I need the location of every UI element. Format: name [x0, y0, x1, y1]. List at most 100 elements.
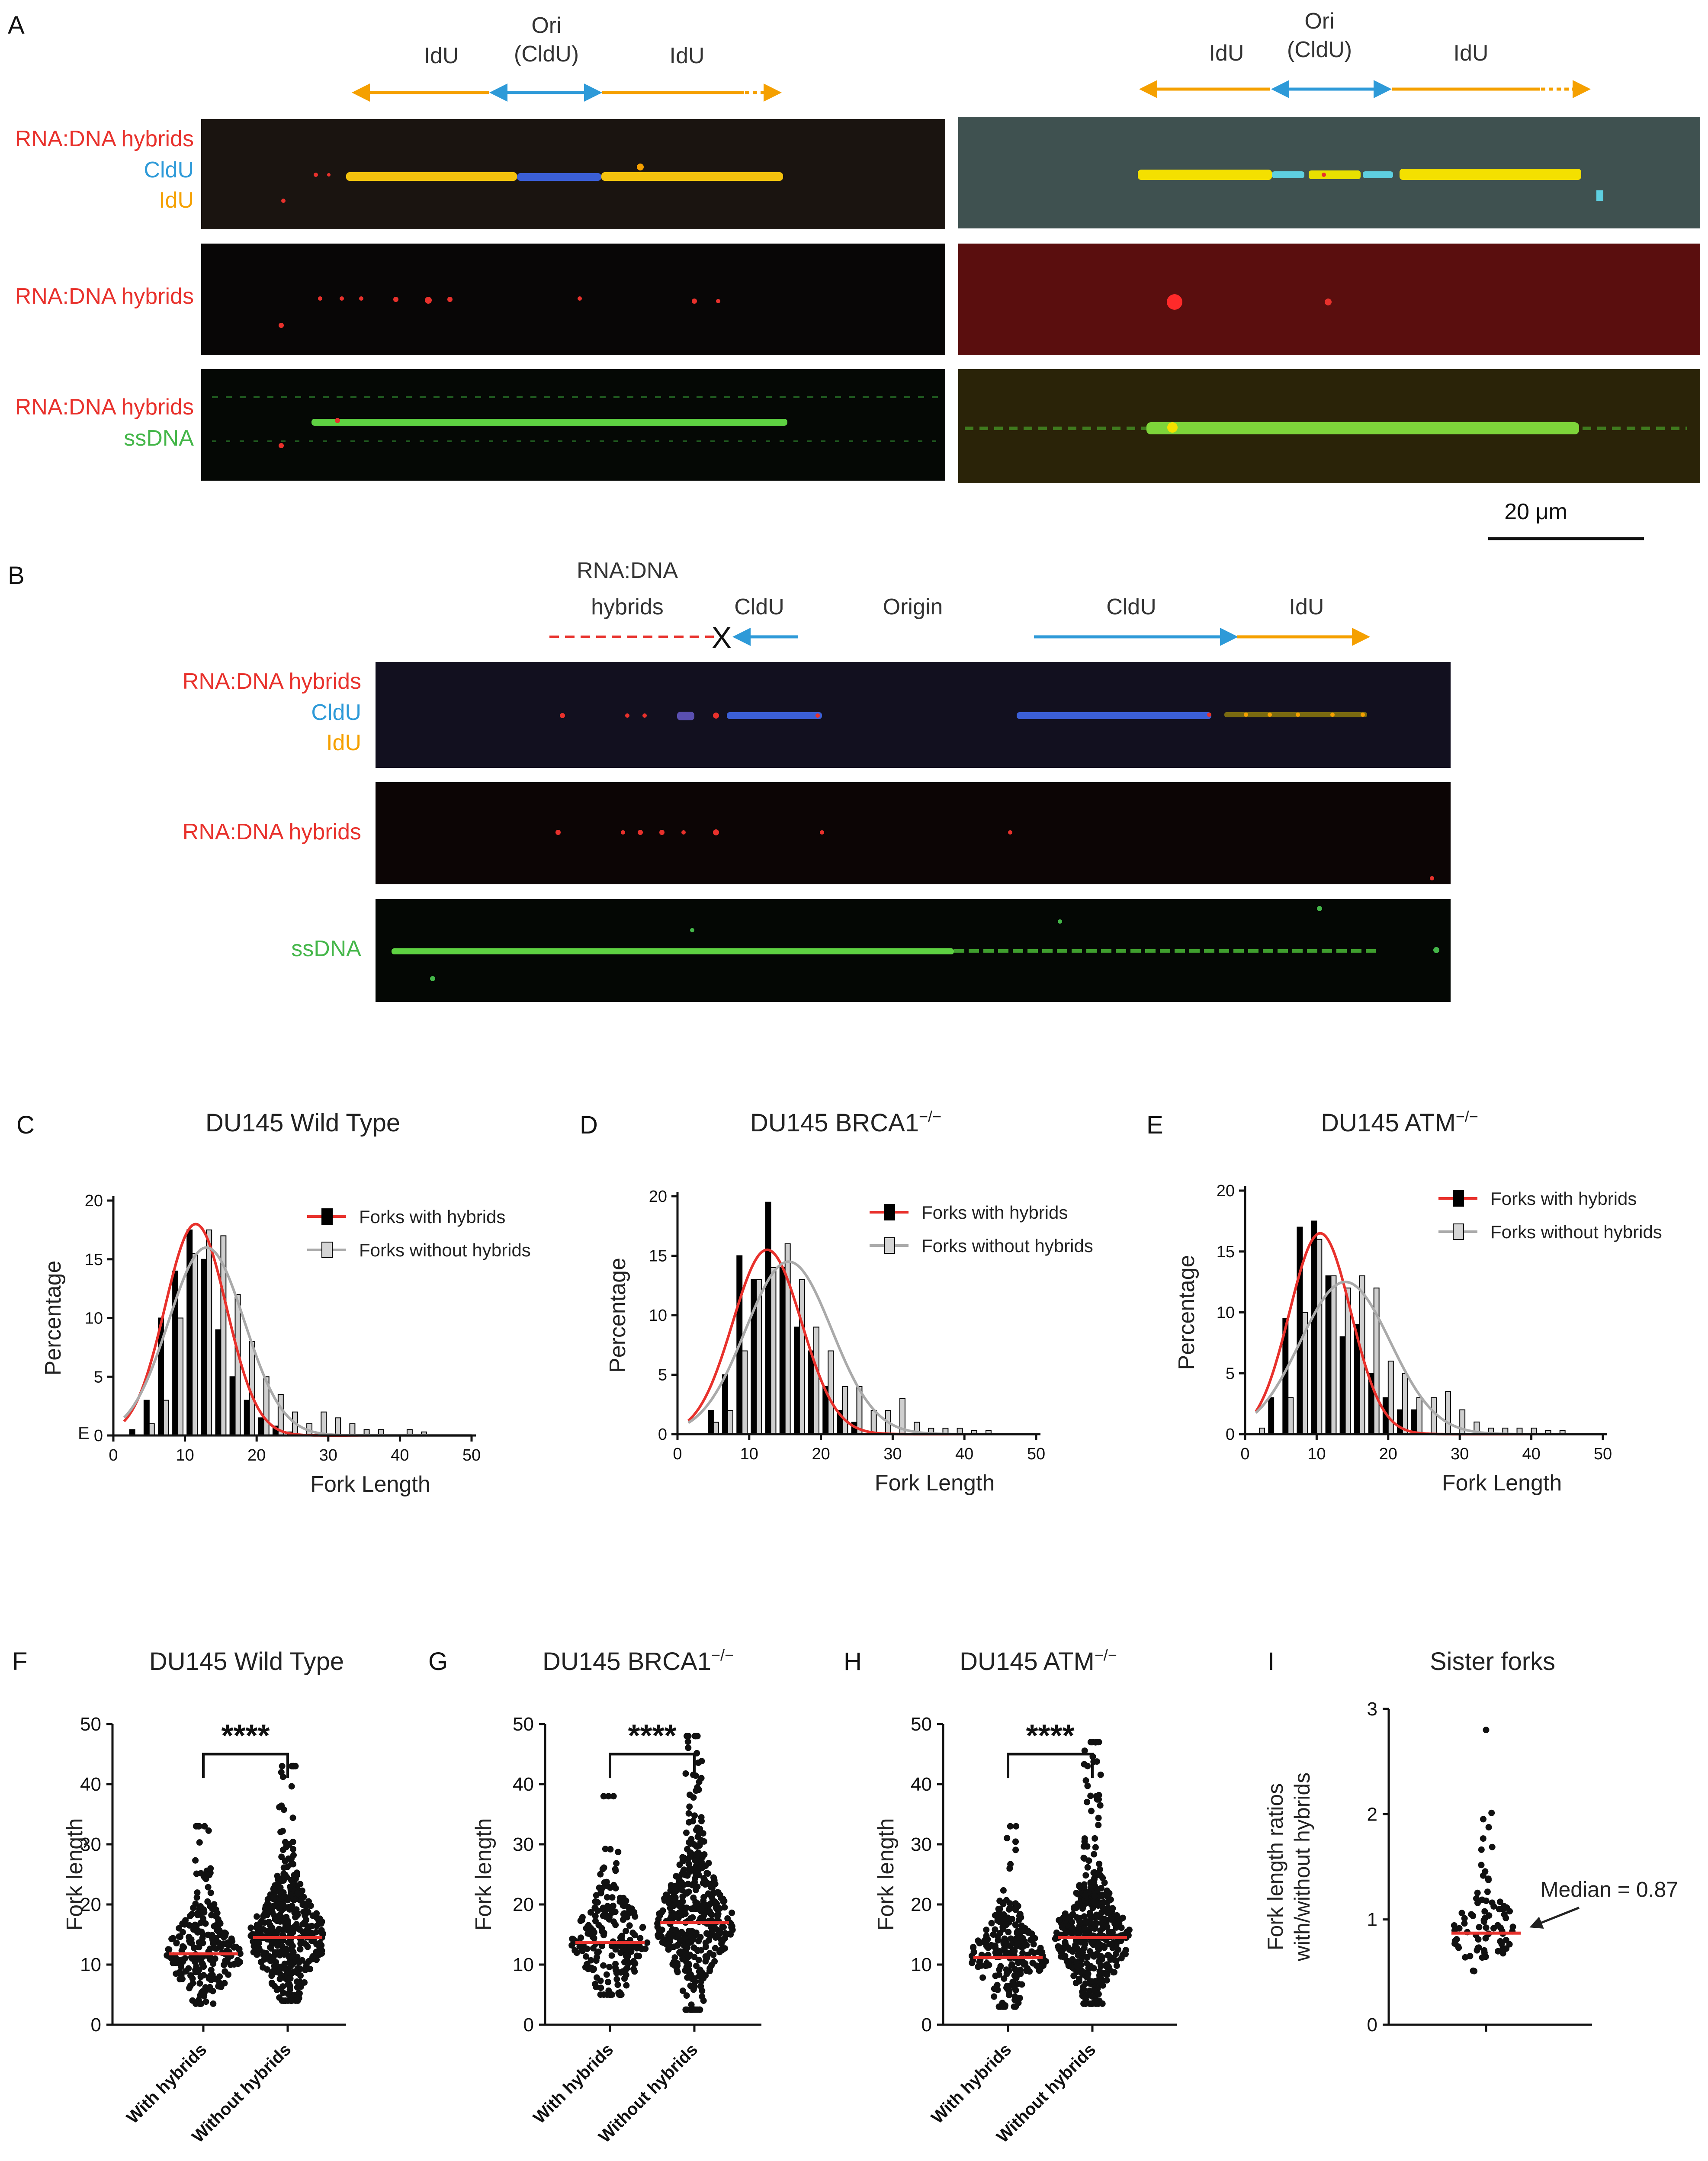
- data-point: [1004, 1835, 1011, 1842]
- data-point: [292, 1907, 299, 1914]
- data-point: [1095, 1814, 1102, 1821]
- chart-title: DU145 BRCA1−/−: [543, 1646, 734, 1676]
- label-cldu: (CldU): [1287, 37, 1352, 62]
- x-axis-label: Fork Length: [875, 1471, 995, 1496]
- label-cldu: CldU: [1106, 594, 1156, 620]
- legend-swatch: [321, 1208, 333, 1225]
- data-point: [279, 1877, 286, 1884]
- data-point: [231, 1944, 238, 1951]
- data-point: [1461, 1915, 1468, 1922]
- data-point: [683, 1904, 690, 1911]
- data-point: [288, 1783, 295, 1790]
- data-point: [215, 1939, 222, 1946]
- data-point: [994, 1917, 1001, 1924]
- data-point: [268, 1979, 275, 1986]
- data-point: [583, 1953, 590, 1960]
- data-point: [1082, 1994, 1089, 2001]
- chart-title-text: DU145 Wild Type: [149, 1647, 344, 1676]
- data-point: [585, 1922, 592, 1929]
- data-point: [1081, 1855, 1088, 1862]
- data-point: [305, 1923, 312, 1930]
- micrograph-a-left-ssdna: [201, 369, 945, 481]
- data-point: [1015, 1934, 1021, 1941]
- data-point: [210, 2000, 217, 2007]
- label-idu: IdU: [424, 43, 459, 68]
- data-point: [209, 1932, 215, 1939]
- legend-label: Forks with hybrids: [1490, 1188, 1637, 1209]
- data-point: [208, 1912, 215, 1919]
- data-point: [990, 1931, 997, 1938]
- data-point: [597, 1978, 604, 1984]
- data-point: [631, 1909, 638, 1916]
- data-point: [1482, 1868, 1489, 1875]
- x-tick-label: 40: [955, 1445, 973, 1463]
- data-point: [690, 1944, 697, 1951]
- bar-without-hybrids: [727, 1410, 733, 1435]
- data-point: [600, 1793, 607, 1800]
- panel-a-right-arrows: IdU Ori (CldU) IdU: [1139, 9, 1591, 98]
- data-point: [285, 1939, 292, 1946]
- data-point: [1083, 1918, 1090, 1925]
- data-point: [1113, 1957, 1120, 1964]
- legend-swatch: [884, 1204, 895, 1220]
- bar-without-hybrids: [1316, 1239, 1323, 1435]
- x-tick-label: 0: [1240, 1445, 1249, 1463]
- y-axis-label: Fork length: [873, 1818, 899, 1930]
- data-point: [719, 1937, 726, 1944]
- y-tick-label: 10: [911, 1954, 932, 1975]
- data-point: [681, 1943, 687, 1949]
- data-point: [1002, 2002, 1008, 2009]
- data-point: [1103, 1977, 1110, 1984]
- data-point: [976, 1939, 983, 1946]
- data-point: [630, 1965, 637, 1972]
- data-point: [192, 1968, 199, 1975]
- y-tick-label: 20: [911, 1894, 932, 1915]
- data-point: [1094, 1901, 1101, 1907]
- data-point: [672, 1927, 679, 1933]
- data-point: [1011, 1993, 1018, 2000]
- micrograph-b-merge: [376, 662, 1451, 768]
- label-cldu: (CldU): [514, 42, 579, 67]
- data-point: [623, 1952, 629, 1959]
- y-tick-label: 1: [1367, 1909, 1377, 1930]
- data-point: [216, 1973, 223, 1980]
- data-point: [675, 1876, 682, 1883]
- data-point: [578, 1917, 585, 1923]
- y-tick-label: 30: [513, 1834, 534, 1855]
- data-point: [687, 1850, 693, 1856]
- data-point: [196, 1839, 203, 1846]
- label-origin: Origin: [883, 594, 943, 620]
- data-point: [702, 1877, 709, 1884]
- data-point: [672, 1883, 679, 1890]
- data-point: [194, 1889, 201, 1896]
- legend-swatch: [321, 1242, 333, 1258]
- data-point: [299, 1957, 305, 1964]
- data-point: [714, 1889, 721, 1896]
- data-point: [265, 1904, 272, 1911]
- data-point: [221, 1962, 228, 1968]
- y-tick-label: 0: [91, 2014, 101, 2036]
- data-point: [695, 1956, 702, 1963]
- data-point: [193, 1927, 200, 1934]
- data-point: [983, 1935, 990, 1942]
- data-point: [279, 1997, 286, 2004]
- y-tick-label: 0: [921, 2014, 932, 2036]
- data-point: [1503, 1914, 1509, 1921]
- data-point: [1483, 1924, 1490, 1931]
- y-tick-label: 20: [1217, 1182, 1235, 1200]
- data-point: [190, 1904, 197, 1911]
- data-point: [1462, 1954, 1469, 1961]
- data-point: [1489, 1899, 1496, 1906]
- data-point: [1107, 1956, 1114, 1963]
- data-point: [1065, 1915, 1072, 1922]
- data-point: [1470, 1912, 1477, 1919]
- data-point: [639, 1923, 646, 1930]
- data-point: [600, 1962, 607, 1969]
- data-point: [686, 1819, 692, 1826]
- data-point: [1093, 1911, 1100, 1918]
- data-point: [1099, 1875, 1106, 1882]
- data-point: [278, 1853, 285, 1860]
- data-point: [197, 1973, 204, 1980]
- data-point: [658, 1933, 665, 1940]
